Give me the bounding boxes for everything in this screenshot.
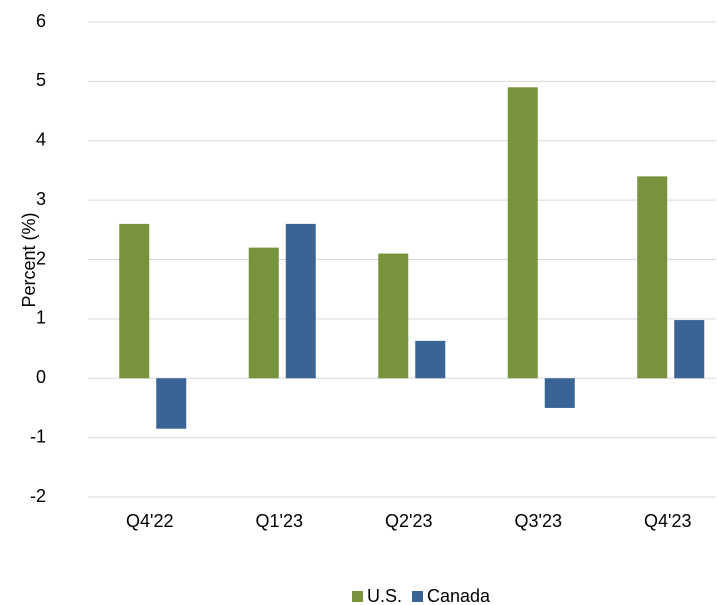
bar bbox=[378, 253, 409, 379]
x-tick-label: Q3'23 bbox=[515, 511, 562, 531]
bar bbox=[637, 176, 668, 379]
y-tick-label: 1 bbox=[36, 308, 46, 328]
bar bbox=[248, 247, 279, 379]
y-tick-label: 4 bbox=[36, 130, 46, 150]
legend-swatch bbox=[352, 591, 363, 602]
y-tick-label: 6 bbox=[36, 11, 46, 31]
bar bbox=[674, 320, 705, 379]
y-tick-label: -2 bbox=[30, 486, 46, 506]
y-tick-label: 5 bbox=[36, 70, 46, 90]
bar bbox=[415, 340, 446, 379]
bar bbox=[156, 378, 187, 429]
bar bbox=[544, 378, 575, 408]
bar bbox=[285, 223, 316, 379]
y-tick-label: 3 bbox=[36, 189, 46, 209]
y-axis-title: Percent (%) bbox=[19, 212, 39, 307]
x-tick-label: Q4'22 bbox=[126, 511, 173, 531]
x-tick-label: Q4'23 bbox=[644, 511, 691, 531]
legend-label: Canada bbox=[427, 586, 491, 605]
x-tick-label: Q2'23 bbox=[385, 511, 432, 531]
y-tick-label: -1 bbox=[30, 426, 46, 446]
y-tick-label: 2 bbox=[36, 248, 46, 268]
bar bbox=[119, 223, 150, 379]
legend-label: U.S. bbox=[367, 586, 402, 605]
legend-swatch bbox=[412, 591, 424, 602]
bar bbox=[507, 87, 538, 379]
x-tick-label: Q1'23 bbox=[256, 511, 303, 531]
y-tick-label: 0 bbox=[36, 367, 46, 387]
